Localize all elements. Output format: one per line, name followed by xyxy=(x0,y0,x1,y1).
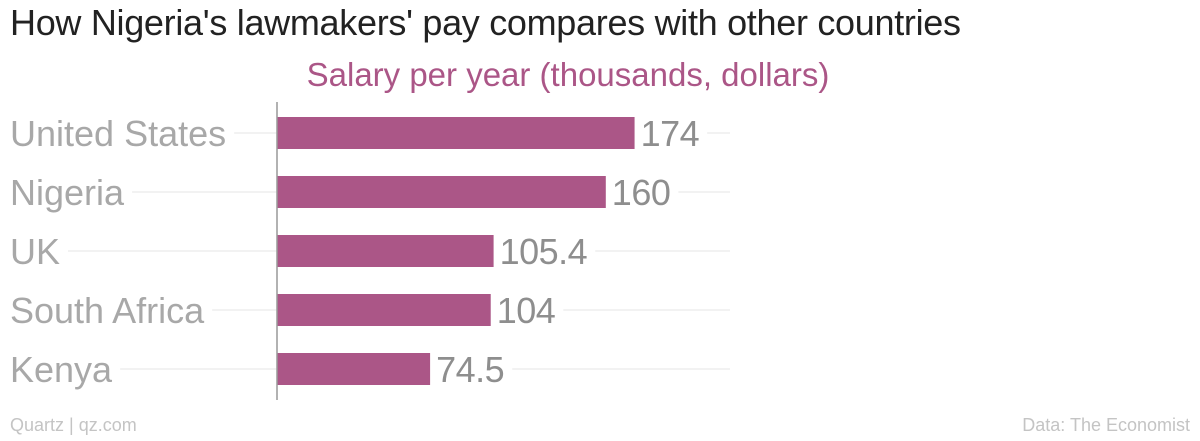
value-label: 160 xyxy=(612,172,671,213)
value-label: 174 xyxy=(641,113,700,154)
chart-title: How Nigeria's lawmakers' pay compares wi… xyxy=(10,2,961,43)
source-credit: Quartz | qz.com xyxy=(10,415,137,435)
category-label: Nigeria xyxy=(10,172,125,213)
data-source: Data: The Economist xyxy=(1022,415,1190,435)
category-label: Kenya xyxy=(10,349,113,390)
bar xyxy=(277,235,494,267)
value-label: 105.4 xyxy=(500,231,588,272)
bar xyxy=(277,176,606,208)
value-label: 104 xyxy=(497,290,556,331)
value-label: 74.5 xyxy=(436,349,504,390)
category-label: South Africa xyxy=(10,290,205,331)
category-label: United States xyxy=(10,113,226,154)
bar xyxy=(277,353,431,385)
bar xyxy=(277,117,635,149)
bar xyxy=(277,294,491,326)
category-label: UK xyxy=(10,231,60,272)
chart-subtitle: Salary per year (thousands, dollars) xyxy=(306,56,830,93)
